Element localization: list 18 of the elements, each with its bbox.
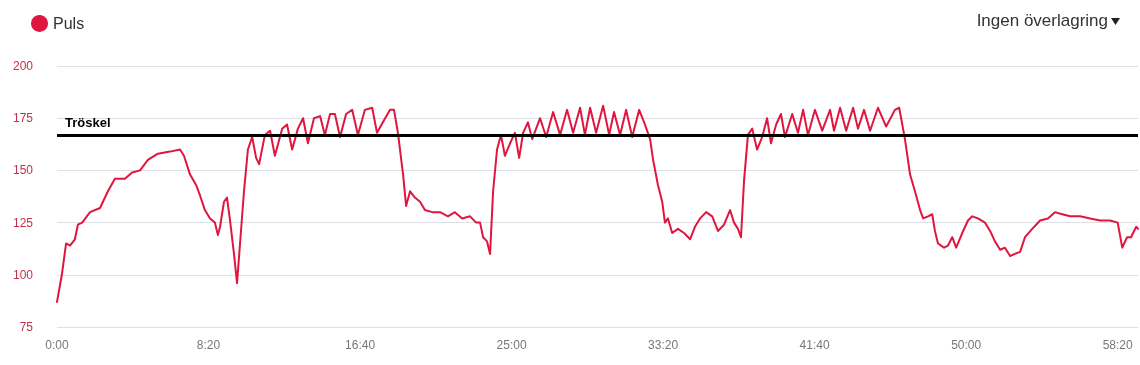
x-tick-label: 58:20 xyxy=(1102,338,1134,352)
x-tick-label: 50:00 xyxy=(951,338,982,352)
legend-label: Puls xyxy=(53,15,85,32)
x-tick-label: 0:00 xyxy=(45,338,69,352)
text: Ingen överlagring xyxy=(976,11,1108,31)
y-tick-label: 150 xyxy=(12,163,34,178)
line-series xyxy=(56,104,1139,303)
y-tick-label: 200 xyxy=(12,59,34,73)
y-tick-label: 100 xyxy=(12,267,34,282)
y-tick-label: 75 xyxy=(19,320,34,334)
x-tick-label: 41:40 xyxy=(799,338,830,352)
x-tick-label: 16:40 xyxy=(345,338,376,352)
x-tick-label: 25:00 xyxy=(496,338,527,352)
y-tick-label: 175 xyxy=(12,111,34,126)
x-tick-label: 33:20 xyxy=(648,338,679,352)
y-tick-label: 125 xyxy=(12,215,34,230)
x-tick-label: 8:20 xyxy=(196,338,221,352)
ref-line-label: Tröskel xyxy=(65,114,111,130)
